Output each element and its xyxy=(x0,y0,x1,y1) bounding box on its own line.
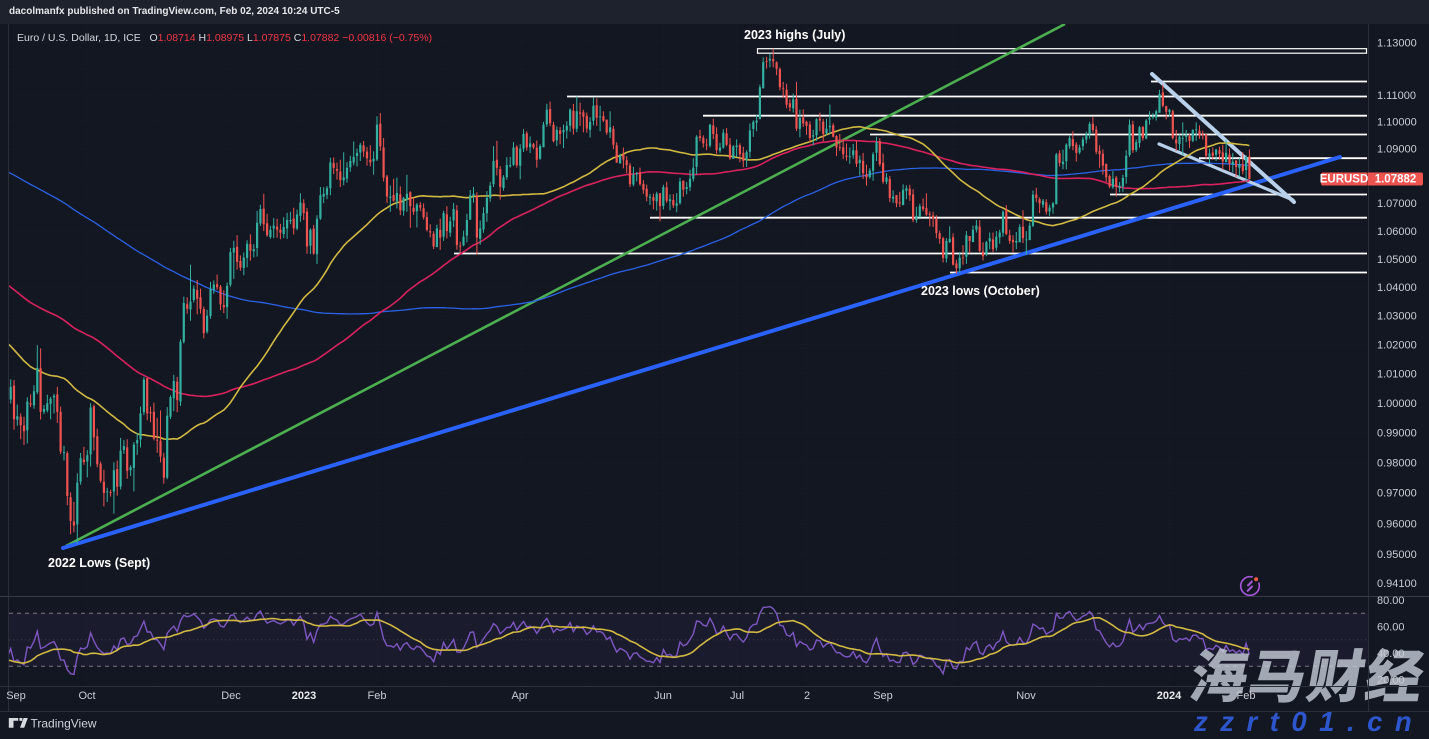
svg-text:2023 lows (October): 2023 lows (October) xyxy=(921,284,1040,298)
svg-text:Feb: Feb xyxy=(1237,690,1256,702)
svg-text:2: 2 xyxy=(804,690,810,702)
svg-text:0.99000: 0.99000 xyxy=(1377,428,1417,440)
svg-text:20.00: 20.00 xyxy=(1377,674,1405,686)
svg-text:1.07000: 1.07000 xyxy=(1377,198,1417,210)
svg-text:1.13000: 1.13000 xyxy=(1377,37,1417,49)
svg-text:1.09000: 1.09000 xyxy=(1377,144,1417,156)
svg-text:0.96000: 0.96000 xyxy=(1377,518,1417,530)
svg-text:Apr: Apr xyxy=(511,690,528,702)
svg-text:TradingView: TradingView xyxy=(31,717,97,731)
svg-text:1.05000: 1.05000 xyxy=(1377,254,1417,266)
svg-text:Nov: Nov xyxy=(1016,690,1036,702)
svg-text:80.00: 80.00 xyxy=(1377,595,1405,607)
svg-text:Sep: Sep xyxy=(6,690,26,702)
svg-text:Sep: Sep xyxy=(873,690,893,702)
svg-text:0.97000: 0.97000 xyxy=(1377,488,1417,500)
svg-text:1.07882: 1.07882 xyxy=(1375,173,1417,185)
svg-text:2023 highs (July): 2023 highs (July) xyxy=(744,28,845,42)
svg-text:1.04000: 1.04000 xyxy=(1377,282,1417,294)
svg-text:2022 Lows (Sept): 2022 Lows (Sept) xyxy=(48,556,150,570)
svg-text:40.00: 40.00 xyxy=(1377,648,1405,660)
svg-text:1.10000: 1.10000 xyxy=(1377,117,1417,129)
svg-text:Jun: Jun xyxy=(654,690,672,702)
svg-text:0.94100: 0.94100 xyxy=(1377,578,1417,590)
svg-text:0.95000: 0.95000 xyxy=(1377,549,1417,561)
svg-text:EURUSD: EURUSD xyxy=(1320,173,1369,185)
svg-text:1.11000: 1.11000 xyxy=(1377,90,1416,102)
svg-text:1.02000: 1.02000 xyxy=(1377,339,1417,351)
svg-text:Feb: Feb xyxy=(368,690,387,702)
svg-text:60.00: 60.00 xyxy=(1377,621,1405,633)
svg-text:Oct: Oct xyxy=(78,690,95,702)
svg-text:2024: 2024 xyxy=(1157,690,1182,702)
svg-text:1.00000: 1.00000 xyxy=(1377,398,1417,410)
svg-text:1.06000: 1.06000 xyxy=(1377,226,1417,238)
svg-text:1.01000: 1.01000 xyxy=(1377,369,1417,381)
svg-text:2023: 2023 xyxy=(292,690,316,702)
svg-text:0.98000: 0.98000 xyxy=(1377,457,1417,469)
svg-text:Dec: Dec xyxy=(221,690,241,702)
svg-text:Jul: Jul xyxy=(730,690,744,702)
svg-text:1.03000: 1.03000 xyxy=(1377,311,1417,323)
